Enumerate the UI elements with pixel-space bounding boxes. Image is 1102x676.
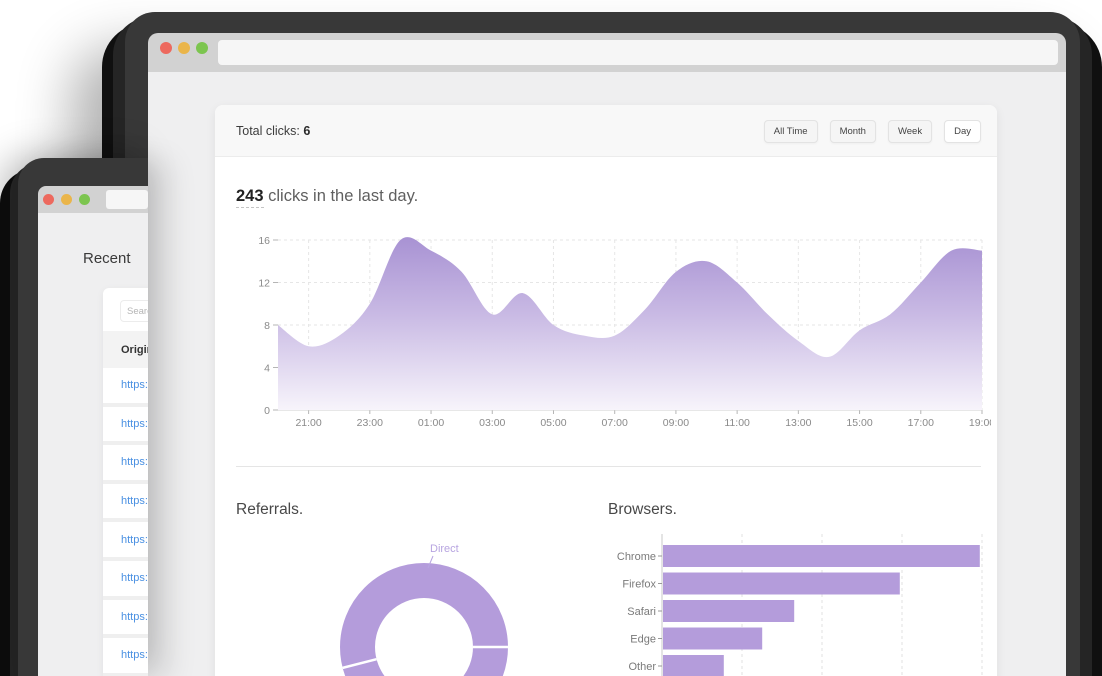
total-clicks-value: 6 [303, 123, 311, 138]
url-bar[interactable] [218, 40, 1058, 65]
svg-text:8: 8 [264, 320, 270, 332]
svg-text:Safari: Safari [627, 606, 656, 618]
short-link[interactable]: https:// [121, 456, 148, 469]
svg-text:09:00: 09:00 [663, 417, 689, 429]
short-link[interactable]: https:// [121, 610, 148, 623]
svg-text:01:00: 01:00 [418, 417, 444, 429]
referrals-title: Referrals. [236, 501, 304, 518]
search-input[interactable] [120, 300, 148, 322]
time-filters: All Time Month Week Day [763, 105, 981, 157]
filter-week-button[interactable]: Week [887, 119, 933, 143]
recent-links-heading: Recent [83, 250, 131, 267]
filter-day-button[interactable]: Day [944, 119, 981, 143]
links-table-card: Original https://https://https://https:/… [103, 288, 148, 676]
svg-text:Other: Other [628, 661, 656, 673]
table-row: https:// [103, 560, 148, 600]
svg-text:03:00: 03:00 [479, 417, 505, 429]
svg-text:12: 12 [258, 278, 270, 290]
filter-month-button[interactable]: Month [829, 119, 876, 143]
table-row: https:// [103, 368, 148, 407]
close-icon[interactable] [160, 42, 172, 54]
front-browser-window: Total clicks: 6 All Time Month Week Day … [125, 12, 1080, 676]
back-window-clip: Recent Original https://https://https://… [18, 158, 148, 676]
back-page: Recent Original https://https://https://… [38, 213, 148, 676]
back-titlebar [38, 186, 148, 213]
front-page: Total clicks: 6 All Time Month Week Day … [148, 72, 1066, 676]
svg-text:Chrome: Chrome [617, 551, 656, 563]
short-link[interactable]: https:// [121, 379, 148, 392]
clicks-count: 243 [236, 187, 264, 208]
short-link[interactable]: https:// [121, 495, 148, 508]
svg-text:07:00: 07:00 [602, 417, 628, 429]
svg-text:Edge: Edge [630, 634, 656, 646]
clicks-headline-text: clicks in the last day. [263, 187, 419, 205]
filter-all-time-button[interactable]: All Time [763, 119, 818, 143]
links-table-header: Original [103, 331, 148, 368]
short-link[interactable]: https:// [121, 417, 148, 430]
maximize-icon[interactable] [196, 42, 208, 54]
browsers-title: Browsers. [608, 501, 677, 518]
short-link[interactable]: https:// [121, 649, 148, 662]
total-clicks-label: Total clicks: [236, 123, 300, 138]
svg-text:15:00: 15:00 [846, 417, 872, 429]
short-link[interactable]: https:// [121, 572, 148, 585]
original-url-column-header: Original [121, 343, 148, 356]
section-divider [236, 466, 981, 467]
links-table-rows: https:// https:// https:// https:// https://… [103, 368, 148, 676]
minimize-icon[interactable] [178, 42, 190, 54]
svg-text:16: 16 [258, 235, 270, 247]
svg-text:05:00: 05:00 [540, 417, 566, 429]
clicks-area-chart: 0 4 8 12 16 21:00 23:00 01:00 03:00 05:00 07:00 09:… [258, 235, 991, 429]
analytics-card: Total clicks: 6 All Time Month Week Day … [215, 105, 997, 676]
table-row: https:// [103, 522, 148, 561]
svg-text:13:00: 13:00 [785, 417, 811, 429]
table-row: https:// [103, 599, 148, 639]
back-url-bar[interactable] [106, 190, 148, 209]
table-row: https:// [103, 406, 148, 446]
svg-text:4: 4 [264, 363, 270, 375]
svg-text:19:00: 19:00 [969, 417, 991, 429]
close-icon[interactable] [43, 194, 54, 205]
svg-text:Direct: Direct [430, 543, 459, 555]
card-header: Total clicks: 6 All Time Month Week Day [215, 105, 997, 157]
front-titlebar [148, 33, 1066, 72]
table-row: https:// [103, 483, 148, 523]
table-row: https:// [103, 445, 148, 484]
browsers-bar-chart: Chrome Firefox Safari Edge Other [617, 534, 983, 676]
svg-text:21:00: 21:00 [295, 417, 321, 429]
short-link[interactable]: https:// [121, 533, 148, 546]
back-window-controls [43, 194, 90, 205]
svg-text:11:00: 11:00 [724, 417, 750, 429]
svg-text:23:00: 23:00 [357, 417, 383, 429]
svg-text:17:00: 17:00 [908, 417, 934, 429]
svg-text:Firefox: Firefox [622, 579, 656, 591]
window-controls [160, 42, 208, 54]
maximize-icon[interactable] [79, 194, 90, 205]
svg-text:0: 0 [264, 405, 270, 417]
minimize-icon[interactable] [61, 194, 72, 205]
total-clicks: Total clicks: 6 [236, 124, 310, 138]
clicks-headline: 243 clicks in the last day. [236, 187, 419, 208]
table-row: https:// [103, 638, 148, 676]
referrals-donut-chart: Direct [340, 543, 508, 676]
back-browser-window: Recent Original https://https://https://… [18, 158, 148, 676]
